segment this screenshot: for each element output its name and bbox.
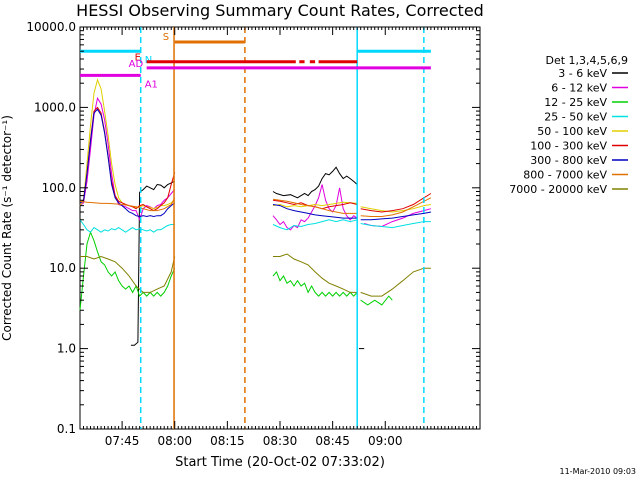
legend-label: 25 - 50 keV bbox=[544, 111, 607, 124]
series-line bbox=[79, 219, 175, 233]
series-line bbox=[80, 255, 176, 293]
legend-label: 100 - 300 keV bbox=[530, 140, 607, 153]
legend-label: 800 - 7000 keV bbox=[523, 169, 607, 182]
series-line bbox=[272, 270, 358, 297]
series-line bbox=[360, 295, 393, 306]
series-line bbox=[272, 198, 358, 214]
series-line bbox=[79, 230, 176, 311]
series-line bbox=[360, 211, 431, 221]
series-3 bbox=[79, 219, 431, 233]
series-line bbox=[79, 96, 176, 222]
flag-label: E bbox=[135, 53, 141, 64]
series-line bbox=[360, 193, 432, 213]
chart-title: HESSI Observing Summary Count Rates, Cor… bbox=[76, 1, 484, 20]
series-line bbox=[79, 108, 176, 218]
series-line bbox=[360, 267, 431, 297]
y-tick-label: 100.0 bbox=[42, 181, 76, 195]
legend-label: 3 - 6 keV bbox=[558, 67, 607, 80]
series-2 bbox=[79, 230, 393, 311]
series-4 bbox=[79, 78, 431, 213]
legend-title: Det 1,3,4,5,6,9 bbox=[545, 54, 628, 67]
series-6 bbox=[79, 108, 431, 221]
series-line bbox=[272, 201, 358, 208]
y-axis-label: Corrected Count Rate (s⁻¹ detector⁻¹) bbox=[0, 115, 14, 341]
series-line bbox=[360, 204, 431, 213]
series-0 bbox=[130, 166, 365, 350]
x-tick-label: 08:45 bbox=[315, 434, 350, 448]
y-tick-label: 10000.0 bbox=[26, 20, 76, 34]
x-tick-label: 07:45 bbox=[105, 434, 140, 448]
series-line bbox=[272, 184, 358, 231]
series-line bbox=[273, 253, 358, 293]
annotation-layer: NSEADA1 bbox=[80, 27, 431, 429]
y-tick-label: 0.1 bbox=[57, 422, 76, 436]
legend-label: 7000 - 20000 keV bbox=[509, 183, 607, 196]
y-tick-label: 1.0 bbox=[57, 342, 76, 356]
series-line bbox=[360, 197, 432, 217]
series-5 bbox=[79, 106, 432, 213]
series-line bbox=[272, 219, 358, 231]
x-tick-label: 09:00 bbox=[368, 434, 403, 448]
series-line bbox=[272, 204, 358, 219]
legend-label: 12 - 25 keV bbox=[544, 96, 607, 109]
series-line bbox=[79, 106, 176, 212]
flag-label: A1 bbox=[145, 79, 158, 90]
series-line bbox=[79, 197, 176, 212]
series-7 bbox=[79, 197, 432, 217]
series-8 bbox=[80, 253, 431, 297]
series-line bbox=[360, 221, 431, 229]
footer-date: 11-Mar-2010 09:03 bbox=[560, 467, 637, 476]
x-tick-label: 08:15 bbox=[210, 434, 245, 448]
y-tick-label: 1000.0 bbox=[34, 100, 76, 114]
axis-layer: 0.1 1.0 10.0 100.0 1000.0 10000.0 07:45 08:00 08… bbox=[26, 20, 481, 448]
legend-label: 6 - 12 keV bbox=[551, 82, 607, 95]
legend-label: 50 - 100 keV bbox=[537, 125, 607, 138]
series-line bbox=[79, 78, 175, 210]
flag-label: AD bbox=[129, 59, 144, 70]
flag-label: S bbox=[163, 32, 169, 43]
x-axis-label: Start Time (20-Oct-02 07:33:02) bbox=[175, 455, 385, 470]
x-tick-label: 08:00 bbox=[157, 434, 192, 448]
series-layer bbox=[79, 78, 432, 350]
legend-label: 300 - 800 keV bbox=[530, 154, 607, 167]
x-tick-label: 08:30 bbox=[263, 434, 298, 448]
series-line bbox=[272, 166, 358, 199]
y-tick-label: 10.0 bbox=[49, 261, 76, 275]
